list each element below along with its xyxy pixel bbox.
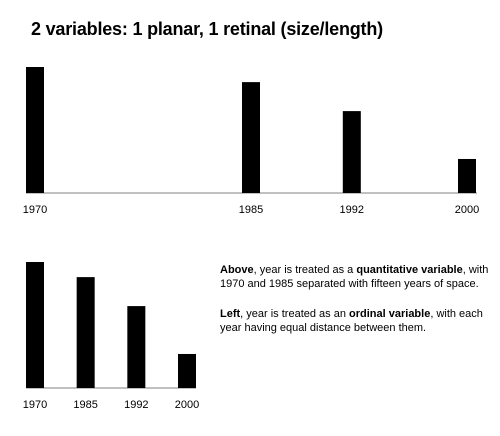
bar-1985	[242, 82, 260, 193]
x-tick-label-2000: 2000	[175, 399, 199, 411]
note-left-emph: ordinal variable	[349, 308, 431, 320]
x-tick-label-1992: 1992	[124, 399, 148, 411]
note-left-text2: , with each year having equal distance b…	[220, 308, 483, 334]
x-tick-label-2000: 2000	[455, 204, 479, 216]
bar-1985	[76, 277, 95, 388]
note-left-text1: , year is treated as an	[240, 308, 350, 320]
bar-1970	[26, 262, 44, 388]
note-above-emph: quantitative variable	[356, 264, 463, 276]
x-tick-label-1970: 1970	[23, 399, 47, 411]
x-tick-label-1970: 1970	[23, 204, 47, 216]
x-tick-label-1992: 1992	[340, 204, 364, 216]
note-above: Above, year is treated as a quantitative…	[220, 263, 492, 291]
bar-2000	[458, 158, 476, 193]
notes: Above, year is treated as a quantitative…	[220, 263, 492, 351]
note-left: Left, year is treated as an ordinal vari…	[220, 307, 492, 335]
x-tick-label-1985: 1985	[239, 204, 263, 216]
x-tick-label-1985: 1985	[73, 399, 97, 411]
note-above-lead: Above	[220, 264, 254, 276]
bar-2000	[178, 353, 196, 388]
bar-1992	[127, 306, 146, 388]
bar-1970	[26, 67, 44, 193]
bar-1992	[342, 111, 361, 193]
note-left-lead: Left	[220, 308, 241, 320]
note-above-text2: , with 1970 and 1985 separated with fift…	[220, 264, 489, 290]
note-above-text1: , year is treated as a	[253, 264, 357, 276]
page-title: 2 variables: 1 planar, 1 retinal (size/l…	[31, 19, 383, 39]
